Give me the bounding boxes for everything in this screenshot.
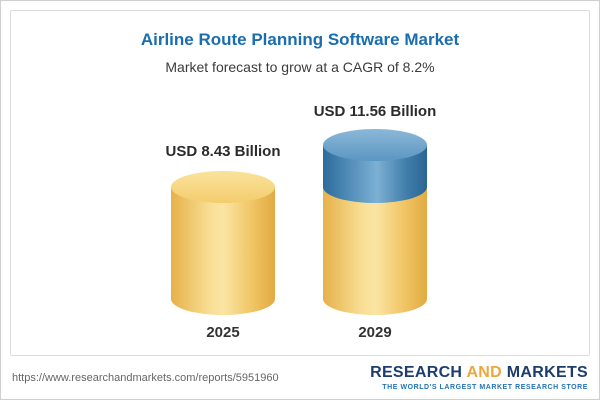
- axis-label-2025: 2025: [206, 324, 240, 341]
- chart-area: Airline Route Planning Software Market M…: [10, 10, 590, 356]
- logo-tagline: THE WORLD'S LARGEST MARKET RESEARCH STOR…: [382, 383, 588, 391]
- bar-2029-cylinder: [323, 129, 427, 315]
- report-url-link[interactable]: https://www.researchandmarkets.com/repor…: [12, 372, 279, 384]
- bar-2025-top-ellipse: [171, 171, 275, 203]
- bar-2025-body: [171, 187, 275, 315]
- axis-label-2029: 2029: [358, 324, 392, 341]
- logo-word-research: RESEARCH: [370, 364, 463, 382]
- logo-word-and: AND: [466, 364, 503, 382]
- value-label-2029: USD 11.56 Billion: [313, 103, 437, 120]
- researchandmarkets-logo: RESEARCH AND MARKETS THE WORLD'S LARGEST…: [370, 364, 590, 391]
- value-label-2025: USD 8.43 Billion: [165, 143, 281, 160]
- chart-subtitle: Market forecast to grow at a CAGR of 8.2…: [165, 59, 435, 75]
- footer: https://www.researchandmarkets.com/repor…: [10, 359, 590, 397]
- chart-title: Airline Route Planning Software Market: [140, 30, 460, 49]
- bar-2029-top-ellipse: [323, 129, 427, 161]
- logo-wordmark: RESEARCH AND MARKETS: [370, 364, 588, 382]
- bar-2025-cylinder: [171, 171, 275, 315]
- bar-2029-base-segment: [323, 187, 427, 315]
- logo-word-markets: MARKETS: [506, 364, 588, 382]
